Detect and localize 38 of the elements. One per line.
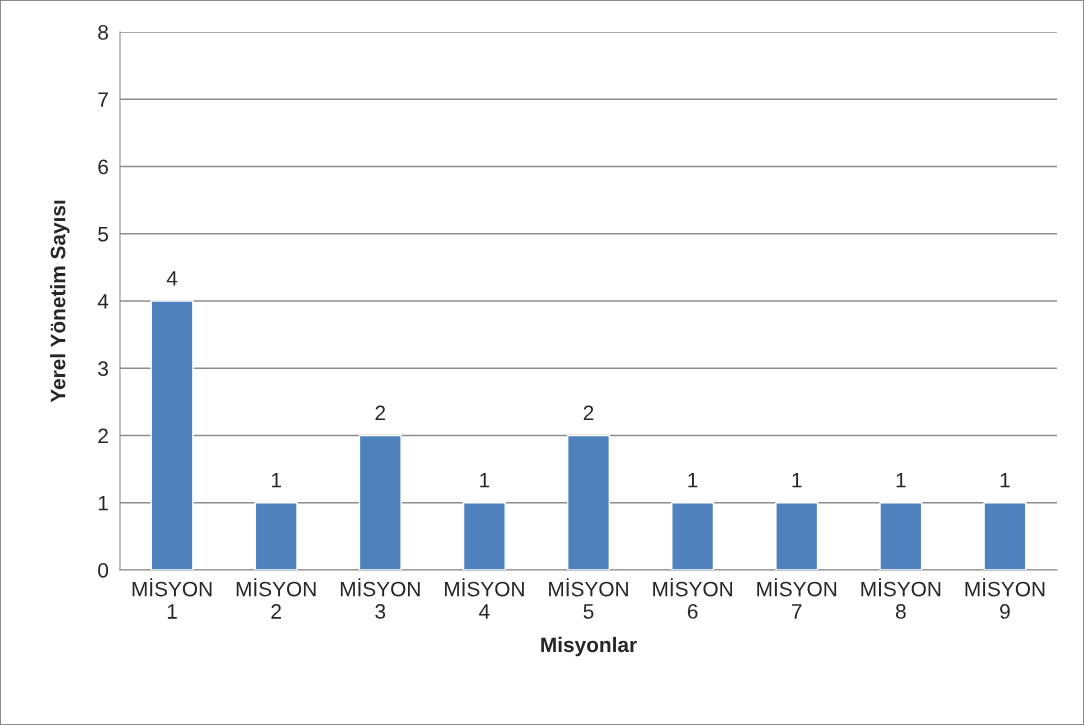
bar — [358, 434, 402, 570]
data-label: 1 — [480, 472, 490, 488]
y-tick-label: 0 — [98, 563, 109, 578]
bar — [879, 502, 923, 570]
data-label: 1 — [792, 472, 802, 488]
bar — [983, 502, 1027, 570]
data-label: 1 — [896, 472, 906, 488]
y-tick-label: 3 — [98, 361, 108, 376]
x-tick-label: MİSYON 5 — [549, 578, 628, 619]
y-tick-label: 4 — [97, 294, 109, 309]
y-tick-label: 6 — [98, 159, 108, 175]
bar — [671, 502, 715, 570]
y-tick-label: 2 — [98, 428, 108, 444]
data-label: 2 — [375, 405, 386, 421]
x-axis-title: Misyonlar — [541, 636, 637, 657]
y-tick-label: 1 — [98, 495, 108, 511]
x-tick-label: MİSYON 3 — [340, 578, 420, 619]
y-axis-title: Yerel Yönetim Sayısı — [50, 200, 70, 403]
data-label: 1 — [688, 472, 698, 488]
data-label: 1 — [271, 472, 281, 488]
y-tick-label: 5 — [98, 226, 109, 242]
bar — [254, 502, 298, 570]
x-tick-label: MİSYON 4 — [445, 578, 524, 619]
data-label: 2 — [583, 405, 594, 421]
bar — [775, 502, 819, 570]
x-tick-label: MİSYON 1 — [132, 578, 212, 619]
data-label: 4 — [166, 271, 178, 286]
x-tick-label: MİSYON 6 — [653, 578, 732, 619]
bar — [150, 300, 194, 570]
data-label: 1 — [1000, 472, 1010, 488]
x-tick-label: MİSYON 2 — [236, 578, 316, 619]
y-tick-label: 7 — [98, 92, 108, 107]
bar — [462, 502, 506, 570]
bar — [566, 434, 611, 570]
x-tick-label: MİSYON 7 — [757, 578, 837, 619]
y-tick-label: 8 — [98, 25, 108, 40]
x-tick-label: MİSYON 9 — [965, 578, 1045, 619]
x-tick-label: MİSYON 8 — [861, 578, 941, 619]
